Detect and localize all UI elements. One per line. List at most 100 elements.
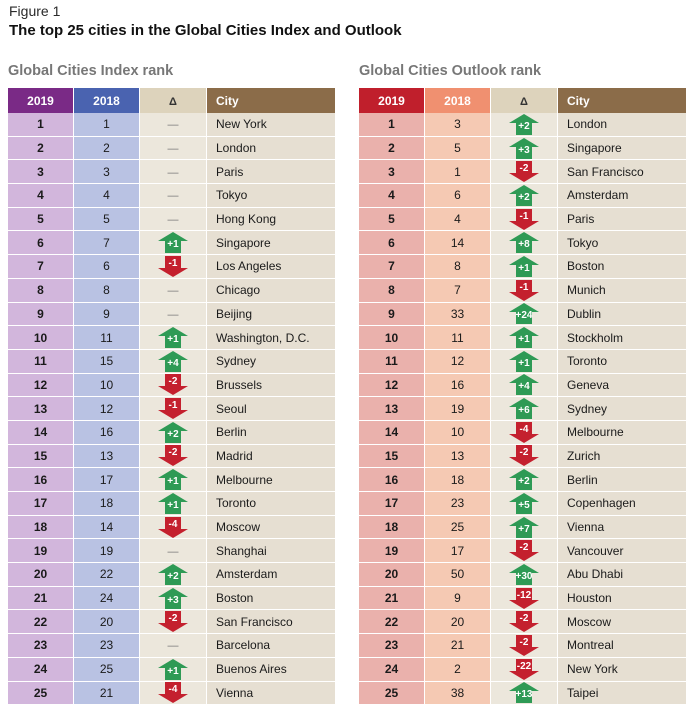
rank-2018-cell: 22 [74,563,139,587]
rank-2018-cell: 1 [425,160,490,184]
change-value: +3 [509,146,539,156]
header-2018: 2018 [74,88,139,113]
change-value: +1 [158,477,188,487]
rank-2019-cell: 13 [359,397,424,421]
change-value: +2 [509,477,539,487]
change-arrow: +2 [158,564,188,585]
city-cell: Vienna [207,682,335,705]
city-cell: Sydney [207,350,335,374]
change-value: -2 [509,638,539,648]
change-cell: +13 [491,682,557,705]
change-cell: +1 [491,326,557,350]
no-change-dash: — [168,309,179,321]
change-arrow: +1 [158,469,188,490]
change-cell: -12 [491,587,557,611]
rank-2019-cell: 5 [8,208,73,232]
rank-2019-cell: 8 [8,279,73,303]
change-value: +2 [158,430,188,440]
rank-2018-cell: 23 [425,492,490,516]
rank-2019-cell: 21 [8,587,73,611]
change-cell: -2 [140,374,206,398]
rank-2019-cell: 2 [8,137,73,161]
change-arrow: +6 [509,398,539,419]
rank-2018-cell: 21 [425,634,490,658]
rank-2018-cell: 19 [74,539,139,563]
change-value: +2 [509,193,539,203]
no-change-dash: — [168,119,179,131]
rank-2018-cell: 12 [74,397,139,421]
change-value: -2 [158,448,188,458]
city-cell: Chicago [207,279,335,303]
city-cell: Abu Dhabi [558,563,686,587]
change-cell: +1 [491,255,557,279]
change-value: -2 [509,614,539,624]
change-cell: +1 [140,326,206,350]
change-value: +4 [509,382,539,392]
change-cell: +1 [140,492,206,516]
change-value: -1 [158,401,188,411]
rank-2018-cell: 21 [74,682,139,705]
city-cell: Zurich [558,445,686,469]
change-cell: +4 [491,374,557,398]
change-cell: -2 [491,634,557,658]
city-cell: Amsterdam [207,563,335,587]
rank-2019-cell: 7 [8,255,73,279]
rank-2019-cell: 8 [359,279,424,303]
rank-2018-cell: 7 [74,231,139,255]
change-arrow: +24 [509,303,539,324]
rank-2018-cell: 16 [425,374,490,398]
rank-2019-cell: 9 [359,303,424,327]
rank-2018-cell: 20 [74,610,139,634]
change-value: -1 [509,283,539,293]
rank-2019-cell: 13 [8,397,73,421]
rank-2018-cell: 18 [425,468,490,492]
header-2019: 2019 [359,88,424,113]
change-cell: -2 [491,610,557,634]
change-cell: +5 [491,492,557,516]
change-arrow: +2 [158,422,188,443]
change-arrow: -1 [158,398,188,419]
rank-2019-cell: 25 [8,682,73,705]
change-value: -4 [158,685,188,695]
rank-2019-cell: 21 [359,587,424,611]
change-cell: +2 [491,468,557,492]
city-cell: San Francisco [558,160,686,184]
change-cell: -1 [140,255,206,279]
city-cell: Singapore [207,231,335,255]
city-cell: New York [558,658,686,682]
change-arrow: +1 [509,256,539,277]
change-value: +30 [509,572,539,582]
rank-2019-cell: 22 [359,610,424,634]
rank-2018-cell: 10 [425,421,490,445]
change-arrow: -1 [509,209,539,230]
change-arrow: +1 [158,327,188,348]
change-value: -1 [509,212,539,222]
rank-2019-cell: 12 [8,374,73,398]
rank-2018-cell: 7 [425,279,490,303]
rank-2018-cell: 5 [425,137,490,161]
change-arrow: +1 [158,232,188,253]
rank-2018-cell: 13 [425,445,490,469]
change-cell: -2 [140,445,206,469]
rank-2019-cell: 20 [359,563,424,587]
change-arrow: -4 [509,422,539,443]
change-arrow: -2 [158,374,188,395]
rank-2019-cell: 17 [8,492,73,516]
rank-2019-cell: 4 [8,184,73,208]
rank-2018-cell: 33 [425,303,490,327]
rank-2019-cell: 20 [8,563,73,587]
change-cell: — [140,113,206,137]
rank-2019-cell: 19 [359,539,424,563]
